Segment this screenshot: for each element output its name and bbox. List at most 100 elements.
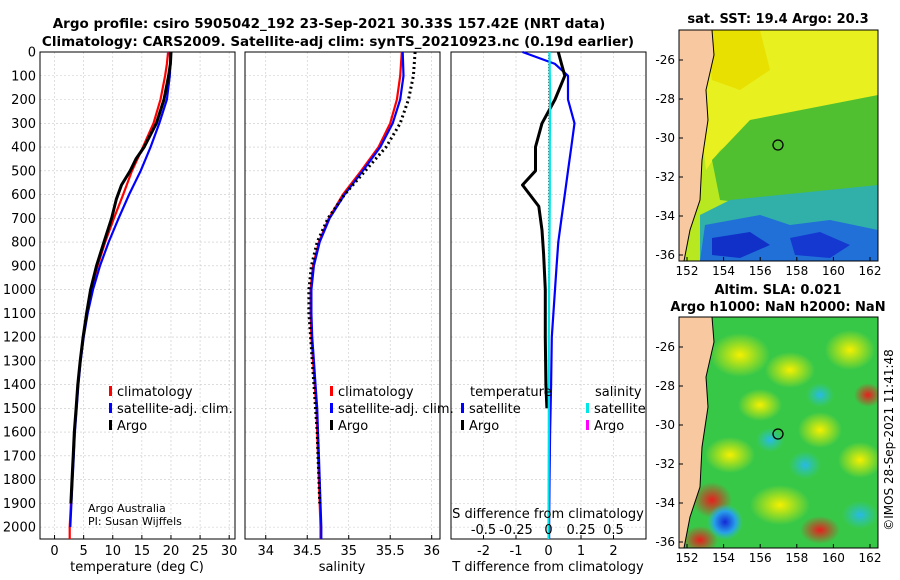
x-tick-label: 30 bbox=[221, 544, 238, 559]
land-mass bbox=[679, 317, 714, 548]
map-x-tick-label: 162 bbox=[859, 264, 882, 278]
imos-timestamp: ©IMOS 28-Sep-2021 11:41:48 bbox=[882, 349, 896, 531]
depth-tick-label: 900 bbox=[11, 259, 36, 274]
depth-tick-label: 1100 bbox=[3, 307, 36, 322]
temperature-xlabel: temperature (deg C) bbox=[70, 560, 204, 575]
legend-s-satellite-swatch bbox=[586, 403, 589, 413]
land-mass bbox=[679, 30, 714, 261]
top-tick-label: -0.5 bbox=[471, 523, 496, 538]
difference-series bbox=[521, 50, 576, 539]
temperature-grid bbox=[40, 51, 235, 539]
sla-map-field bbox=[679, 317, 878, 548]
salinity-grid bbox=[245, 51, 440, 539]
credit-line2: PI: Susan Wijffels bbox=[88, 515, 182, 528]
header-line1: Argo profile: csiro 5905042_192 23-Sep-2… bbox=[53, 16, 606, 32]
map-y-tick-label: -30 bbox=[655, 131, 675, 145]
header-line2: Climatology: CARS2009. Satellite-adj cli… bbox=[42, 34, 634, 50]
depth-tick-label: 1700 bbox=[3, 449, 36, 464]
temperature-axes-box bbox=[39, 51, 236, 540]
temperature-series bbox=[68, 51, 173, 539]
depth-tick-label: 100 bbox=[11, 69, 36, 84]
sst-map-panel: sat. SST: 19.4 Argo: 20.3 152 154 156 158 16… bbox=[655, 12, 881, 278]
x-tick-label: 0 bbox=[544, 544, 552, 559]
series-climatology bbox=[68, 51, 170, 539]
series-climatology bbox=[309, 51, 403, 539]
legend-satellite-swatch bbox=[109, 403, 112, 413]
difference-panel: -2 -1 0 1 2 -0.5 -0.25 0 0.25 0.5 S difference f… bbox=[450, 50, 647, 575]
depth-axis-labels: 0 100 200 300 400 500 600 700 800 900 1000 1100 1200… bbox=[3, 46, 36, 536]
legend-argo-label: Argo bbox=[117, 419, 147, 434]
map-x-tick-label: 160 bbox=[822, 551, 845, 565]
map-x-tick-label: 160 bbox=[822, 264, 845, 278]
sst-map-field bbox=[679, 30, 878, 261]
x-tick-label: -2 bbox=[477, 544, 490, 559]
map-y-tick-label: -30 bbox=[655, 418, 675, 432]
s-difference-label: S difference from climatology bbox=[452, 507, 644, 522]
legend-s-argo-label: Argo bbox=[594, 419, 624, 434]
sst-map-title: sat. SST: 19.4 Argo: 20.3 bbox=[687, 12, 868, 27]
salinity-panel: 34 34.5 35 35.5 36 salinity climatology sate… bbox=[244, 51, 454, 575]
legend-climatology-label: climatology bbox=[338, 385, 414, 400]
credit-line1: Argo Australia bbox=[88, 502, 166, 515]
sla-map-frame bbox=[678, 316, 879, 549]
series-argo bbox=[69, 51, 173, 504]
x-tick-label: 34.5 bbox=[293, 544, 322, 559]
legend-temperature-header: temperature bbox=[470, 385, 552, 400]
difference-xlabel: T difference from climatology bbox=[451, 560, 644, 575]
top-tick-label: 0.5 bbox=[603, 523, 624, 538]
map-x-tick-label: 154 bbox=[712, 264, 735, 278]
depth-tick-label: 600 bbox=[11, 188, 36, 203]
sla-map-title-line1: Altim. SLA: 0.021 bbox=[715, 283, 842, 298]
x-tick-label: 5 bbox=[80, 544, 88, 559]
depth-tick-label: 1200 bbox=[3, 331, 36, 346]
map-y-tick-label: -36 bbox=[655, 535, 675, 549]
legend-s-satellite-label: satellite bbox=[594, 402, 646, 417]
map-y-tick-label: -28 bbox=[655, 92, 675, 106]
salinity-series bbox=[307, 51, 417, 539]
temperature-legend: climatology satellite-adj. clim. Argo bbox=[109, 385, 233, 434]
map-x-tick-label: 158 bbox=[785, 264, 808, 278]
x-tick-label: 1 bbox=[577, 544, 585, 559]
depth-tick-label: 700 bbox=[11, 212, 36, 227]
legend-climatology-label: climatology bbox=[117, 385, 193, 400]
map-y-tick-label: -32 bbox=[655, 457, 675, 471]
salinity-legend: climatology satellite-adj. clim. Argo bbox=[330, 385, 454, 434]
depth-tick-label: 200 bbox=[11, 93, 36, 108]
sla-map-ticks: 152 154 156 158 160 162 -26 -28 -30 -32 -34 -36 bbox=[655, 340, 881, 565]
legend-t-argo-label: Argo bbox=[469, 419, 499, 434]
legend-t-satellite-swatch bbox=[461, 403, 464, 413]
sst-map-frame bbox=[678, 29, 879, 262]
depth-tick-label: 1500 bbox=[3, 402, 36, 417]
legend-t-satellite-label: satellite bbox=[469, 402, 521, 417]
depth-tick-label: 1000 bbox=[3, 283, 36, 298]
map-y-tick-label: -28 bbox=[655, 379, 675, 393]
legend-argo-swatch bbox=[109, 420, 112, 430]
map-x-tick-label: 156 bbox=[749, 551, 772, 565]
legend-climatology-swatch bbox=[330, 386, 333, 396]
difference-x-ticks: -2 -1 0 1 2 bbox=[477, 544, 618, 559]
difference-legend: temperature salinity satellite Argo sate… bbox=[461, 385, 646, 434]
depth-tick-label: 1800 bbox=[3, 473, 36, 488]
salinity-x-ticks: 34 34.5 35 35.5 36 bbox=[257, 544, 440, 559]
x-tick-label: 0 bbox=[50, 544, 58, 559]
legend-satellite-label: satellite-adj. clim. bbox=[338, 402, 454, 417]
depth-tick-label: 1600 bbox=[3, 426, 36, 441]
x-tick-label: 36 bbox=[423, 544, 440, 559]
depth-tick-label: 0 bbox=[28, 46, 36, 61]
sla-map-panel: Altim. SLA: 0.021 Argo h1000: NaN h2000:… bbox=[655, 283, 885, 565]
depth-tick-label: 1900 bbox=[3, 497, 36, 512]
depth-tick-label: 400 bbox=[11, 141, 36, 156]
x-tick-label: 25 bbox=[192, 544, 209, 559]
depth-tick-label: 1400 bbox=[3, 378, 36, 393]
temperature-panel: 0 5 10 15 20 25 30 temperature (deg C) climato… bbox=[39, 51, 238, 575]
map-y-tick-label: -26 bbox=[655, 340, 675, 354]
depth-tick-label: 300 bbox=[11, 117, 36, 132]
map-y-tick-label: -34 bbox=[655, 209, 675, 223]
map-x-tick-label: 156 bbox=[749, 264, 772, 278]
map-x-tick-label: 158 bbox=[785, 551, 808, 565]
map-y-tick-label: -26 bbox=[655, 53, 675, 67]
x-tick-label: 15 bbox=[134, 544, 151, 559]
salinity-axes-box bbox=[244, 51, 441, 540]
legend-argo-swatch bbox=[330, 420, 333, 430]
sla-map-title-line2: Argo h1000: NaN h2000: NaN bbox=[670, 300, 885, 315]
